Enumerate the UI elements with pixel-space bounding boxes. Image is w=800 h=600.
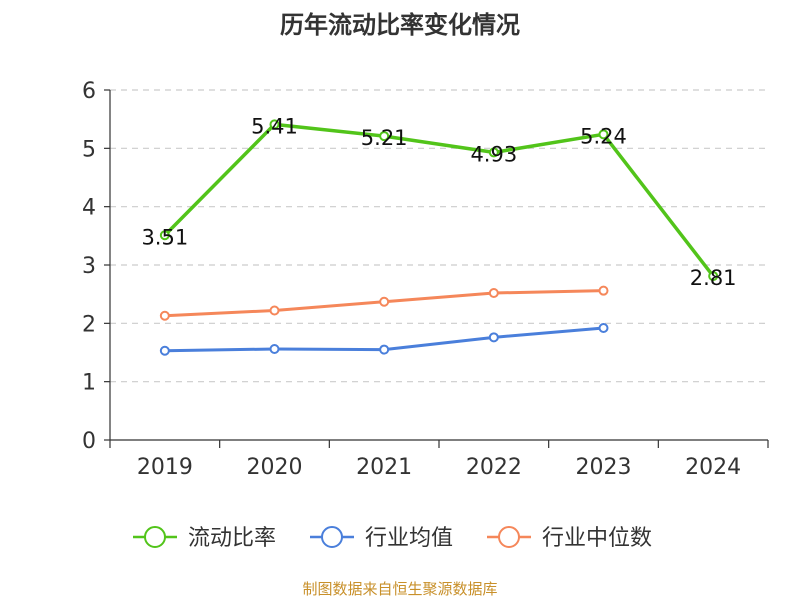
y-tick-label: 0 — [82, 429, 96, 454]
data-point — [379, 296, 390, 307]
data-label: 5.21 — [361, 126, 408, 150]
data-point — [159, 345, 170, 356]
x-tick-label: 2023 — [576, 455, 632, 480]
data-label: 4.93 — [470, 142, 517, 166]
x-tick-label: 2024 — [685, 455, 741, 480]
series-layer — [159, 119, 719, 356]
data-point — [488, 288, 499, 298]
data-label: 5.41 — [251, 114, 298, 138]
data-label: 5.24 — [580, 124, 627, 148]
x-tick-label: 2019 — [137, 455, 193, 480]
legend-label: 行业均值 — [365, 526, 453, 551]
data-point — [598, 285, 609, 296]
y-tick-label: 1 — [82, 371, 96, 396]
data-point — [159, 230, 170, 241]
data-point — [159, 310, 170, 321]
legend-item[interactable]: 流动比率 — [133, 526, 276, 551]
y-tick-label: 4 — [82, 196, 96, 221]
x-tick-label: 2022 — [466, 455, 522, 480]
legend[interactable]: 流动比率 行业均值 行业中位数 — [133, 526, 652, 551]
y-tick-label: 5 — [82, 137, 96, 162]
y-tick-label: 3 — [82, 254, 96, 279]
legend-marker-icon — [321, 526, 343, 548]
data-point — [269, 305, 280, 316]
y-tick-label: 6 — [82, 79, 96, 104]
data-point — [379, 131, 390, 142]
data-point — [488, 147, 499, 158]
data-point — [708, 271, 719, 282]
legend-marker-icon — [498, 526, 520, 548]
data-point — [598, 323, 609, 333]
legend-label: 流动比率 — [188, 526, 276, 551]
data-point — [379, 344, 390, 355]
axis-layer: 0 1 2 3 4 5 6 2019 2020 2021 2022 2023 2024 — [82, 79, 769, 480]
data-point — [269, 344, 280, 354]
y-tick-label: 2 — [82, 312, 96, 337]
legend-marker-icon — [144, 526, 166, 548]
legend-item[interactable]: 行业均值 — [310, 526, 453, 551]
data-point — [598, 129, 609, 140]
data-label: 2.81 — [690, 266, 737, 290]
chart-title: 历年流动比率变化情况 — [280, 11, 520, 39]
x-tick-label: 2021 — [356, 455, 412, 480]
legend-label: 行业中位数 — [542, 526, 652, 551]
x-tick-label: 2020 — [247, 455, 303, 480]
legend-item[interactable]: 行业中位数 — [487, 526, 652, 551]
data-label-layer: 3.51 5.41 5.21 4.93 5.24 2.81 — [141, 114, 736, 290]
data-point — [269, 119, 280, 130]
data-label: 3.51 — [141, 225, 188, 249]
source-note: 制图数据来自恒生聚源数据库 — [302, 580, 497, 598]
data-point — [488, 332, 499, 343]
series-line — [163, 122, 715, 278]
grid-layer — [110, 89, 768, 383]
